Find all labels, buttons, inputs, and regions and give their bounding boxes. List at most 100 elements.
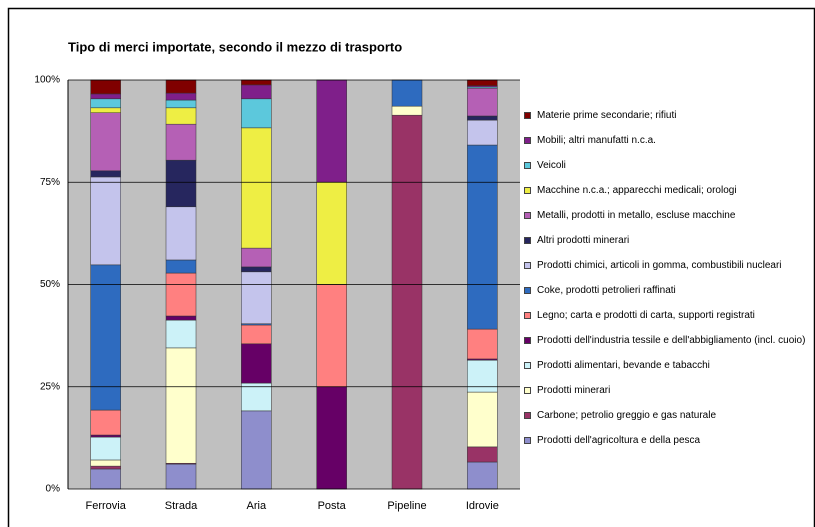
legend-label: Prodotti chimici, articoli in gomma, com…: [537, 260, 782, 271]
bar-segment: [467, 119, 498, 146]
legend-item: Macchine n.c.a.; apparecchi medicali; or…: [522, 185, 807, 197]
x-tick-label: Posta: [318, 500, 347, 512]
bar-segment: [391, 79, 423, 107]
legend-swatch: [524, 112, 531, 119]
x-tick-label: Idrovie: [466, 500, 499, 512]
legend-label: Prodotti minerari: [537, 385, 611, 396]
bar-segment: [165, 319, 197, 349]
bar-segment: [165, 79, 197, 94]
legend-swatch: [524, 262, 531, 269]
bar-segment: [165, 206, 197, 261]
legend-item: Prodotti chimici, articoli in gomma, com…: [522, 260, 807, 272]
legend-item: Legno; carta e prodotti di carta, suppor…: [522, 310, 807, 322]
legend-item: Coke, prodotti petrolieri raffinati: [522, 285, 807, 297]
bar-segment: [165, 315, 197, 321]
x-tick-label: Pipeline: [387, 500, 426, 512]
legend-swatch: [524, 312, 531, 319]
bar-segment: [90, 176, 121, 266]
bar-segment: [165, 259, 197, 274]
x-tick-label: Ferrovia: [85, 500, 126, 512]
legend-label: Prodotti alimentari, bevande e tabacchi: [537, 360, 710, 371]
bar-segment: [241, 98, 272, 129]
bar-segment: [90, 465, 121, 470]
legend-swatch: [524, 412, 531, 419]
legend-swatch: [524, 162, 531, 169]
legend-item: Prodotti dell'industria tessile e dell'a…: [522, 335, 807, 347]
legend-label: Coke, prodotti petrolieri raffinati: [537, 285, 676, 296]
legend-item: Altri prodotti minerari: [522, 235, 807, 247]
bar-segment: [391, 114, 423, 490]
legend-swatch: [524, 437, 531, 444]
bar-segment: [467, 79, 498, 86]
legend-swatch: [524, 337, 531, 344]
legend-swatch: [524, 212, 531, 219]
bar-segment: [241, 410, 272, 490]
bar-segment: [241, 266, 272, 273]
bar-segment: [165, 107, 197, 125]
legend-label: Altri prodotti minerari: [537, 235, 630, 246]
bar-segment: [241, 247, 272, 268]
legend-label: Prodotti dell'industria tessile e dell'a…: [537, 335, 806, 346]
bar-segment: [467, 87, 498, 117]
legend-swatch: [524, 237, 531, 244]
legend-label: Mobili; altri manufatti n.c.a.: [537, 135, 656, 146]
legend-swatch: [524, 362, 531, 369]
y-tick-label: 50%: [40, 279, 60, 290]
bar-segment: [241, 382, 272, 412]
legend-label: Carbone; petrolio greggio e gas naturale: [537, 410, 717, 421]
bar-segment: [165, 99, 197, 109]
legend-item: Prodotti minerari: [522, 385, 807, 397]
bar-segment: [90, 434, 121, 438]
legend-item: Mobili; altri manufatti n.c.a.: [522, 135, 807, 147]
bar-segment: [467, 328, 498, 360]
bar-segment: [165, 92, 197, 101]
bar-segment: [90, 459, 121, 467]
bar-segment: [90, 79, 121, 95]
legend-swatch: [524, 187, 531, 194]
bar-segment: [90, 112, 121, 172]
bar-segment: [241, 84, 272, 100]
x-tick-label: Strada: [165, 500, 198, 512]
bar-segment: [467, 461, 498, 490]
bar-segment: [241, 324, 272, 345]
bar-segment: [467, 391, 498, 448]
bar-segment: [241, 127, 272, 249]
legend-label: Prodotti dell'agricoltura e della pesca: [537, 435, 701, 446]
bar-segment: [165, 159, 197, 208]
bar-segment: [467, 446, 498, 463]
bar-segment: [90, 409, 121, 436]
bar-segment: [316, 182, 347, 285]
legend-item: Prodotti dell'agricoltura e della pesca: [522, 435, 807, 447]
legend: Prodotti dell'agricoltura e della pesca C…: [522, 0, 812, 527]
legend-label: Legno; carta e prodotti di carta, suppor…: [537, 310, 755, 321]
bar-segment: [165, 272, 197, 317]
legend-label: Materie prime secondarie; rifiuti: [537, 110, 677, 121]
y-tick-label: 25%: [40, 381, 60, 392]
bar-segment: [90, 468, 121, 490]
bar-segment: [165, 463, 197, 490]
legend-swatch: [524, 137, 531, 144]
bar-segment: [316, 386, 347, 490]
legend-item: Prodotti alimentari, bevande e tabacchi: [522, 360, 807, 372]
legend-swatch: [524, 287, 531, 294]
bar-segment: [90, 170, 121, 178]
bar-segment: [165, 347, 197, 464]
bar-segment: [316, 79, 347, 183]
legend-item: Materie prime secondarie; rifiuti: [522, 110, 807, 122]
bar-segment: [241, 343, 272, 384]
bar-segment: [316, 284, 347, 387]
legend-item: Veicoli: [522, 160, 807, 172]
bar-segment: [90, 107, 121, 113]
bar-segment: [467, 115, 498, 121]
bar-segment: [90, 93, 121, 100]
bar-segment: [90, 436, 121, 461]
y-tick-label: 0%: [46, 484, 61, 495]
y-tick-label: 100%: [34, 75, 60, 86]
legend-label: Veicoli: [537, 160, 566, 171]
bar-segment: [90, 264, 121, 411]
bar-segment: [241, 271, 272, 325]
x-tick-label: Aria: [247, 500, 267, 512]
bar-segment: [391, 105, 423, 116]
